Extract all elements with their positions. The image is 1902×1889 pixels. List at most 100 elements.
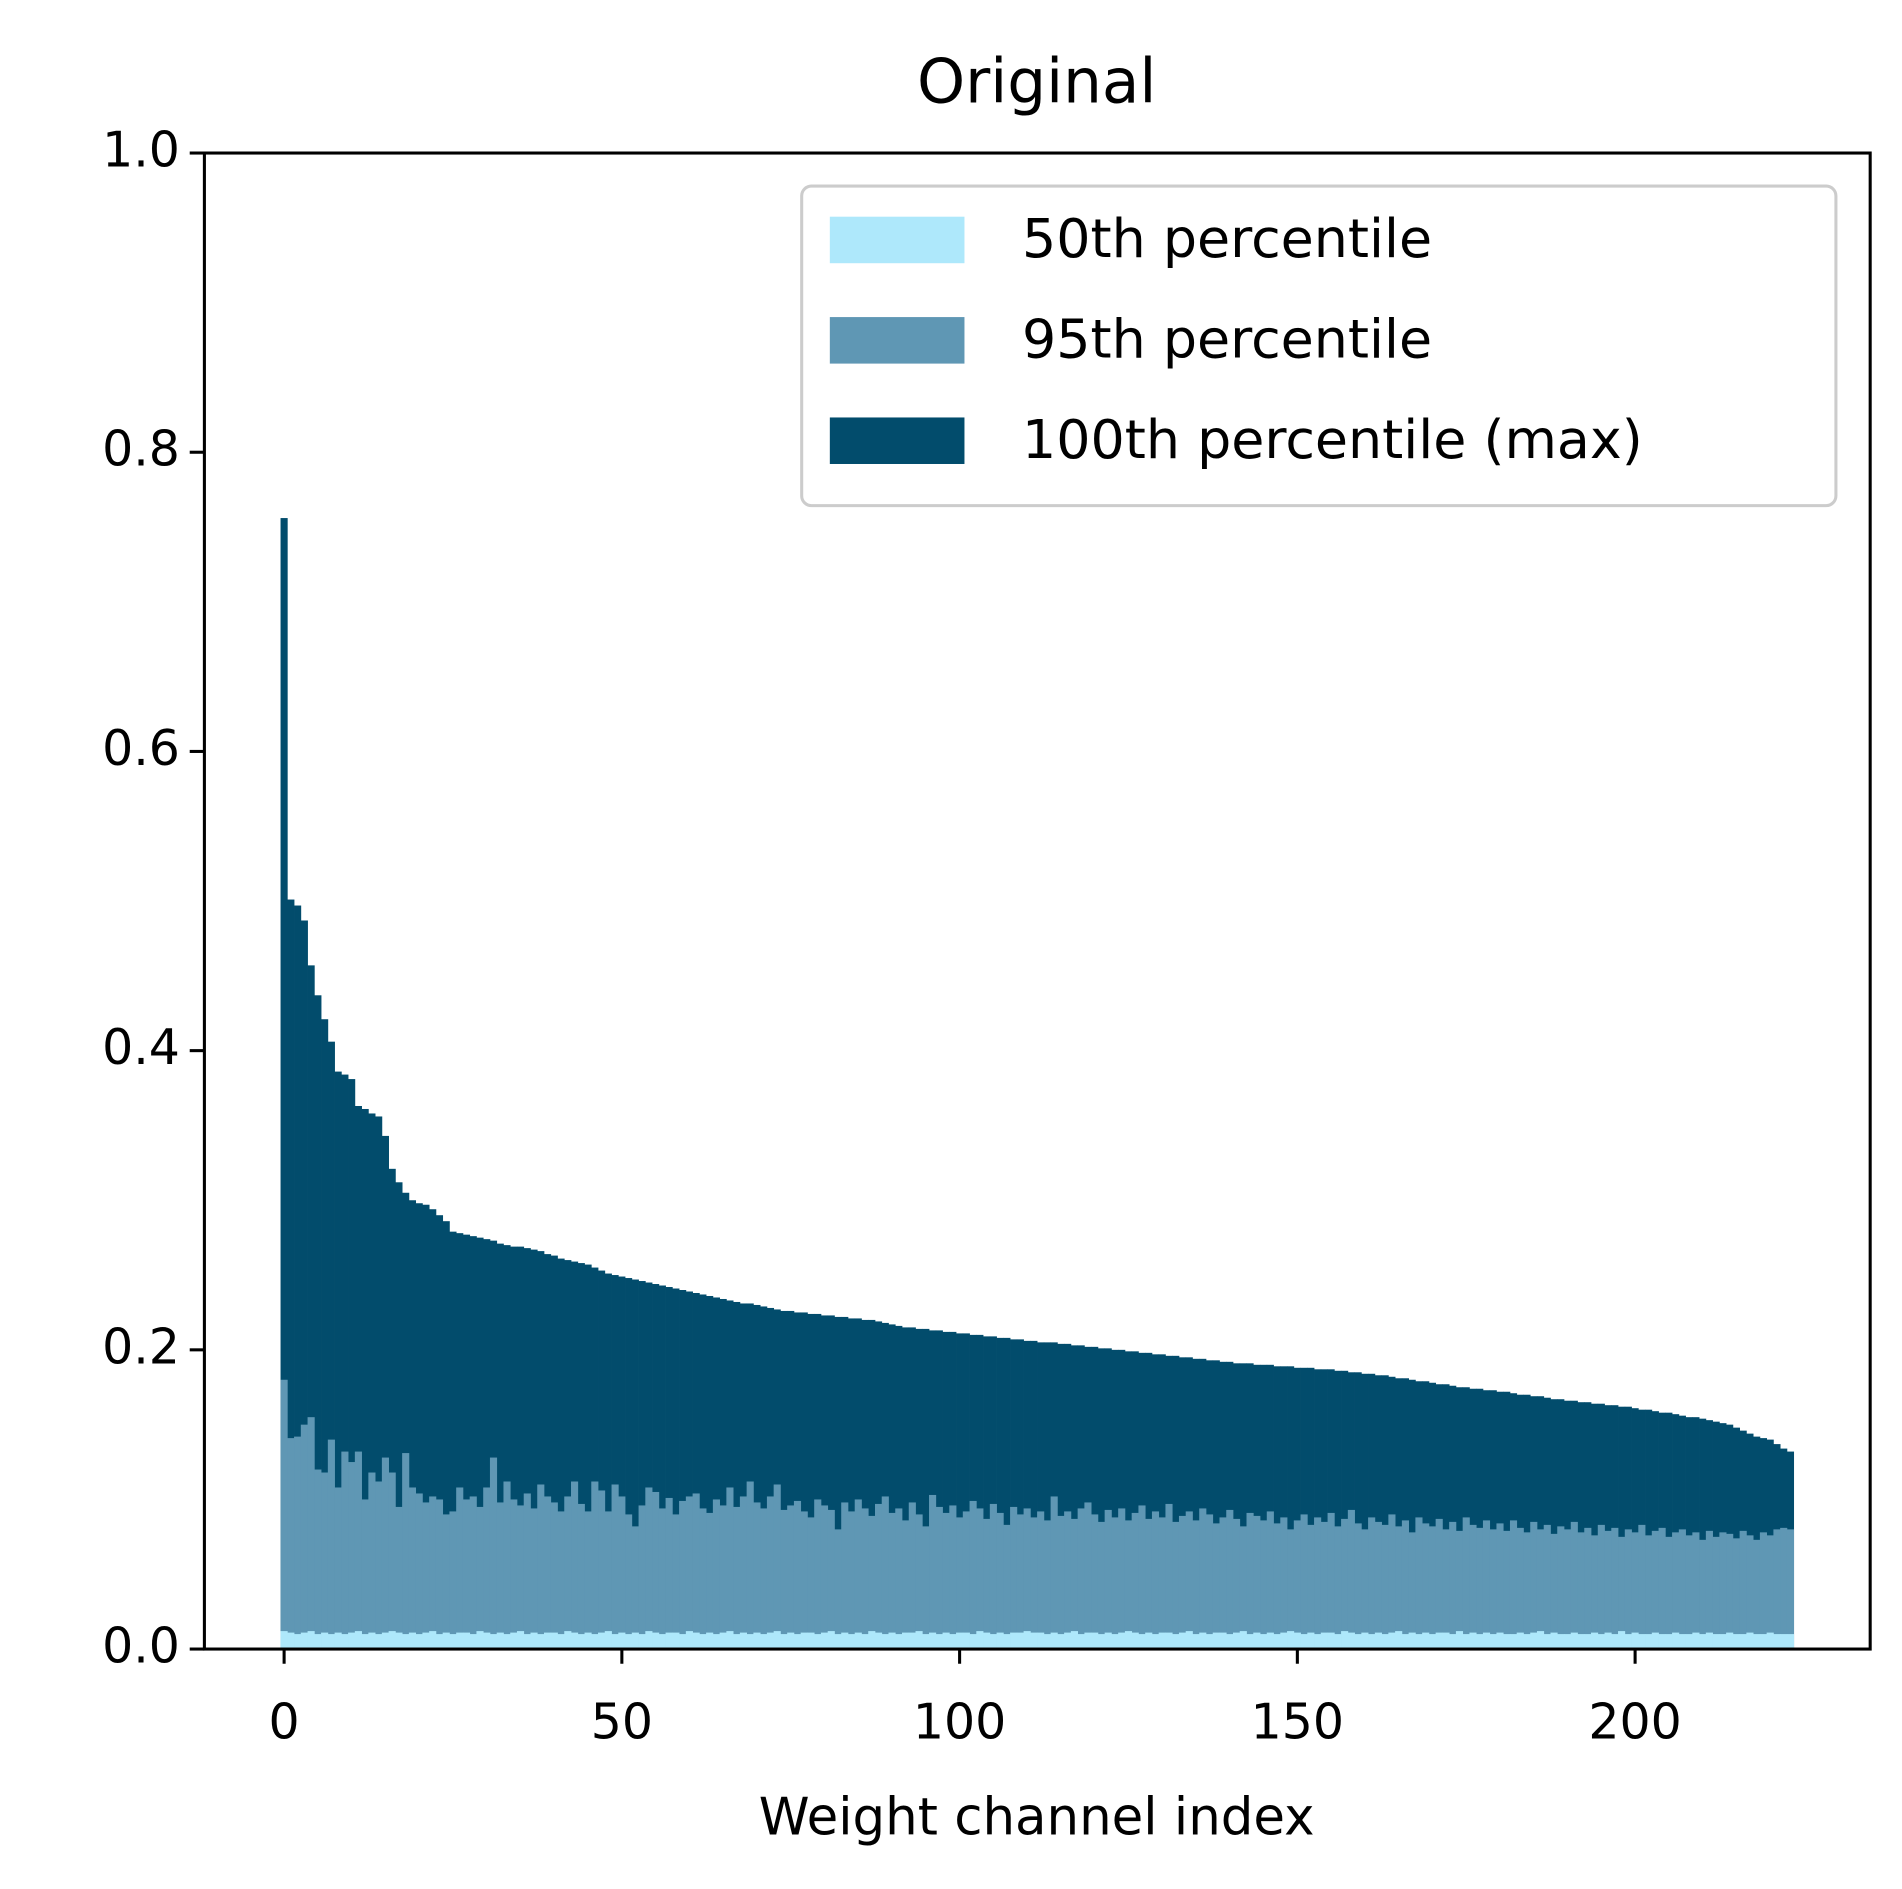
bar [442,1514,450,1650]
bar [388,1168,396,1650]
bar [1070,1345,1079,1650]
bar [746,1481,754,1650]
legend-box [800,184,1838,508]
bar [1780,1527,1788,1650]
bar [449,1511,457,1650]
bar [1287,1366,1295,1650]
bar [922,1526,930,1650]
bar [699,1634,707,1650]
bar [739,1303,748,1650]
bar [746,1634,754,1650]
bar [1584,1402,1592,1650]
bar [1246,1512,1254,1650]
bar [1442,1384,1450,1650]
legend-label: 100th percentile (max) [1022,408,1643,471]
bar [1685,1634,1693,1650]
bar [1293,1367,1301,1650]
bar [571,1261,579,1650]
bar [1597,1634,1605,1650]
bar [361,1499,369,1650]
bar [1003,1337,1011,1650]
bar [1151,1354,1160,1650]
bar [1023,1631,1031,1650]
bar [510,1632,518,1650]
bar [766,1307,775,1650]
bar [1050,1342,1058,1650]
bar [550,1502,558,1650]
bar [645,1487,653,1650]
bar [577,1503,585,1650]
bar [1111,1634,1119,1650]
bar [287,1438,295,1650]
bar [1516,1394,1524,1650]
bar [895,1508,903,1650]
bar [388,1631,396,1650]
bar [1678,1529,1686,1650]
bar [516,1246,525,1650]
bar [1536,1396,1545,1650]
bar [665,1287,673,1650]
bar [983,1632,991,1650]
bar [719,1632,727,1650]
bar [280,1379,288,1650]
bar [956,1517,964,1650]
bar [1705,1632,1713,1650]
bar [908,1327,916,1650]
bar [787,1632,795,1650]
bar [375,1634,383,1650]
bar [1327,1512,1335,1650]
bar [969,1634,977,1650]
bar [739,1496,748,1650]
bar [300,1424,308,1650]
bar [874,1632,883,1650]
bar [1118,1508,1126,1650]
bar [1320,1521,1328,1650]
bar [1327,1369,1335,1650]
bar [1428,1526,1437,1650]
bar [1266,1511,1274,1650]
bar [1699,1418,1707,1650]
bar [861,1508,869,1650]
bar [1401,1520,1409,1650]
bar [1509,1520,1518,1650]
bar [1185,1631,1193,1650]
bar [1151,1634,1160,1650]
bar [456,1632,464,1650]
bar [1442,1632,1450,1650]
bar [1287,1631,1295,1650]
bar [571,1481,579,1650]
bar [902,1632,910,1650]
bar [1577,1532,1585,1650]
bar [1226,1509,1234,1650]
bar [1678,1634,1686,1650]
bar [1178,1515,1187,1650]
bar [1158,1517,1166,1650]
bar [300,920,308,1650]
bar [1611,1634,1619,1650]
bar [314,1469,322,1650]
bar [672,1632,680,1650]
bar [1037,1632,1045,1650]
bar [1030,1632,1038,1650]
legend-label: 95th percentile [1022,307,1432,370]
bar [354,1631,362,1650]
bar [1773,1634,1781,1650]
bar [1104,1632,1112,1650]
bar [753,1502,761,1650]
bar [1455,1387,1464,1650]
bar [496,1243,504,1650]
bar [1435,1518,1443,1650]
bar [334,1071,342,1650]
bar [800,1511,808,1650]
legend-swatch [829,216,965,264]
bar [969,1334,977,1650]
bar [773,1309,781,1650]
bar [1307,1632,1315,1650]
bar [1232,1632,1241,1650]
bar [1746,1535,1754,1650]
bar [706,1512,714,1650]
bar [1624,1634,1632,1650]
x-tick-label: 0 [269,1693,300,1750]
bar [935,1330,943,1650]
